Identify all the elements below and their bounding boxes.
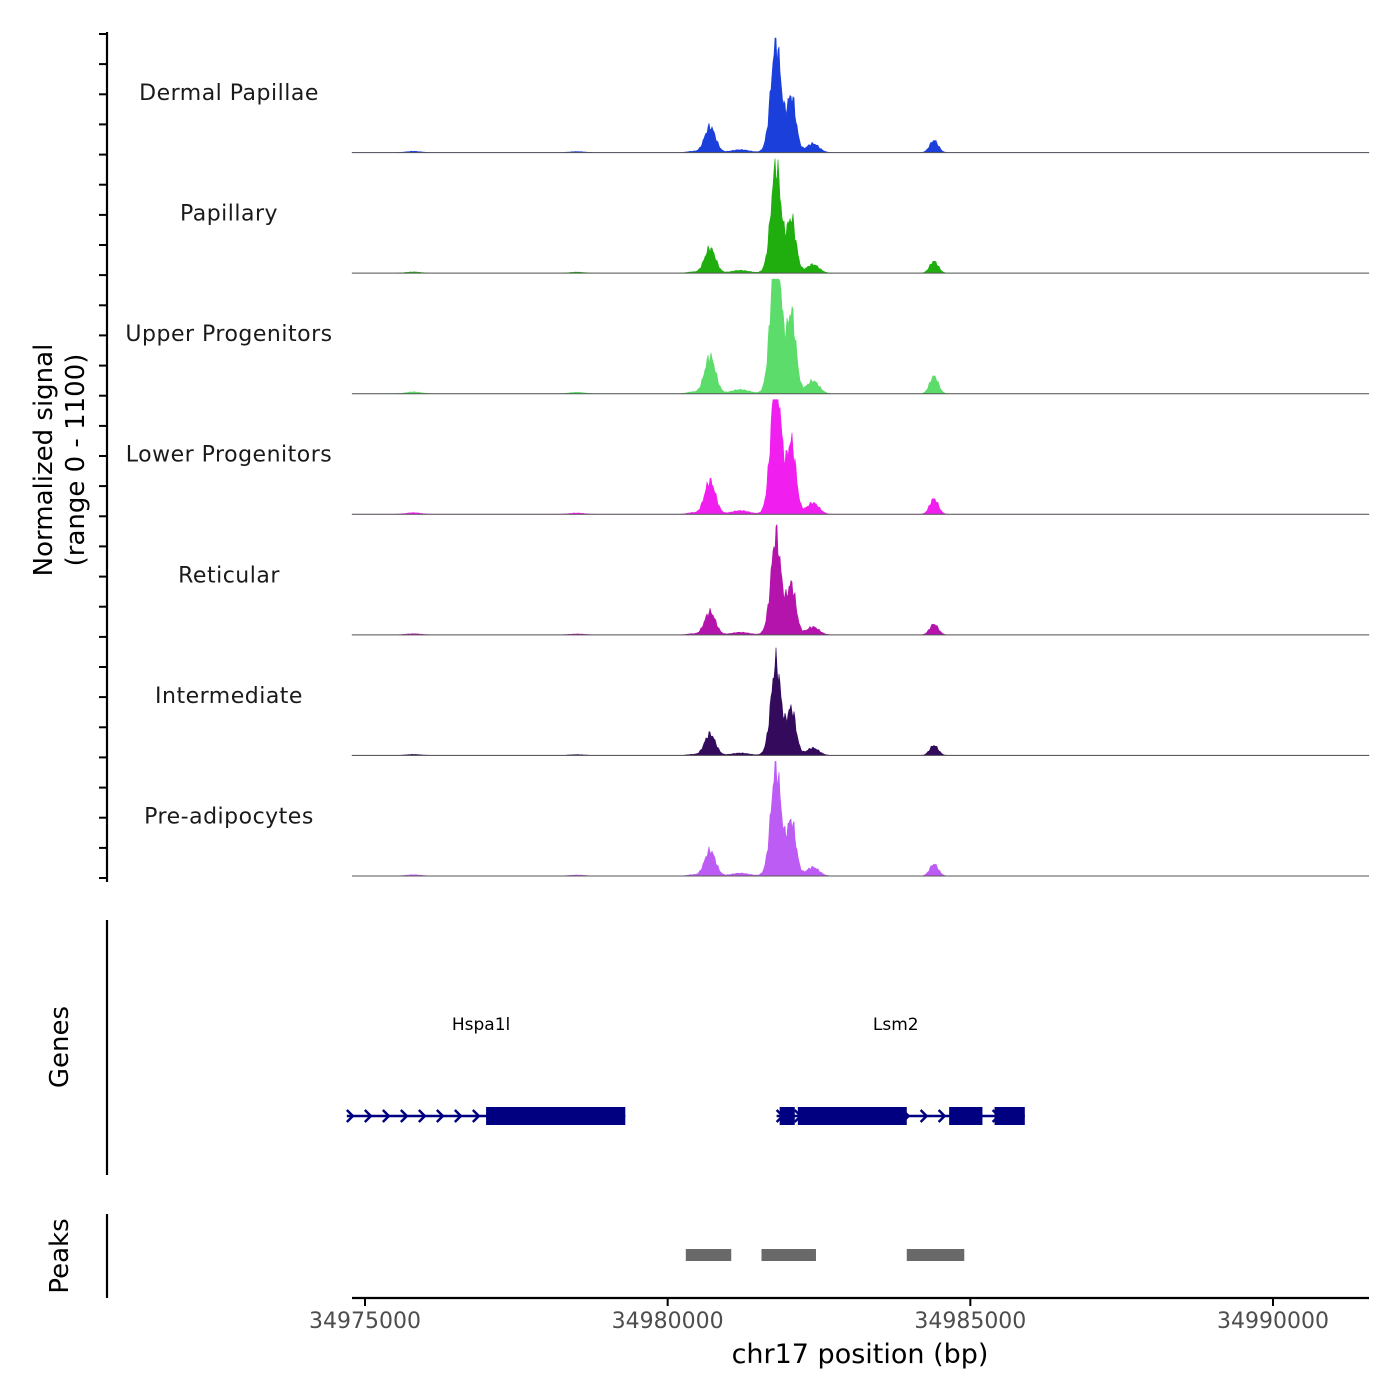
- x-axis: 34975000 34980000 34985000 34990000: [309, 1296, 1369, 1334]
- signal-area: [351, 37, 1370, 153]
- gene-exon: [486, 1107, 626, 1125]
- gene-exon: [994, 1107, 1025, 1125]
- x-tick-label: 34985000: [914, 1309, 1026, 1334]
- track-0: Dermal Papillae: [139, 37, 1370, 154]
- strand-arrow: [937, 1109, 947, 1123]
- x-tick-label: 34990000: [1217, 1309, 1329, 1334]
- track-label: Reticular: [178, 563, 280, 588]
- track-2: Upper Progenitors: [125, 278, 1370, 395]
- x-axis-title: chr17 position (bp): [732, 1339, 989, 1370]
- gene-name-label: Hspa1l: [452, 1015, 510, 1035]
- strand-arrow: [471, 1109, 481, 1123]
- signal-y-axis-ticks: [99, 33, 107, 879]
- track-5: Intermediate: [155, 647, 1370, 756]
- signal-area: [351, 158, 1370, 274]
- y-axis-title-line1: Normalized signal: [29, 344, 59, 577]
- track-1: Papillary: [180, 158, 1370, 274]
- strand-arrow: [919, 1109, 929, 1123]
- strand-arrow: [435, 1109, 445, 1123]
- track-label: Upper Progenitors: [125, 322, 332, 347]
- coverage-tracks: Dermal Papillae Papillary Upper Progenitor…: [125, 37, 1370, 877]
- strand-arrow: [363, 1109, 373, 1123]
- track-6: Pre-adipocytes: [144, 761, 1369, 877]
- gene-name-label: Lsm2: [873, 1015, 919, 1035]
- track-4: Reticular: [178, 524, 1370, 636]
- peak-region: [685, 1249, 732, 1261]
- strand-arrow: [417, 1109, 427, 1123]
- gene-annotations: Hspa1l Lsm2: [345, 1015, 1025, 1125]
- gene-exon: [949, 1107, 983, 1125]
- signal-area: [351, 399, 1370, 515]
- signal-area: [352, 761, 1369, 877]
- signal-area: [351, 524, 1370, 636]
- gene-exon: [779, 1107, 795, 1125]
- gene-Lsm2: Lsm2: [775, 1015, 1025, 1125]
- y-axis-title-line2: (range 0 - 1100): [61, 354, 91, 567]
- track-label: Lower Progenitors: [126, 443, 332, 468]
- gene-Hspa1l: Hspa1l: [345, 1015, 626, 1125]
- track-label: Dermal Papillae: [139, 81, 319, 106]
- genes-track-label: Genes: [45, 1006, 75, 1088]
- peak-region: [761, 1249, 816, 1261]
- x-tick-label: 34980000: [612, 1309, 724, 1334]
- track-label: Pre-adipocytes: [144, 804, 314, 829]
- strand-arrow: [399, 1109, 409, 1123]
- track-label: Intermediate: [155, 684, 303, 709]
- signal-area: [351, 278, 1370, 395]
- strand-arrow: [453, 1109, 463, 1123]
- signal-area: [351, 647, 1370, 756]
- peak-region: [906, 1249, 965, 1261]
- strand-arrow: [345, 1109, 355, 1123]
- x-tick-label: 34975000: [309, 1309, 421, 1334]
- strand-arrow: [381, 1109, 391, 1123]
- left-axes: [99, 32, 109, 1298]
- gene-exon: [797, 1107, 907, 1125]
- peak-regions: [685, 1249, 965, 1261]
- track-3: Lower Progenitors: [126, 399, 1370, 515]
- peaks-track-label: Peaks: [45, 1218, 75, 1293]
- track-label: Papillary: [180, 202, 278, 227]
